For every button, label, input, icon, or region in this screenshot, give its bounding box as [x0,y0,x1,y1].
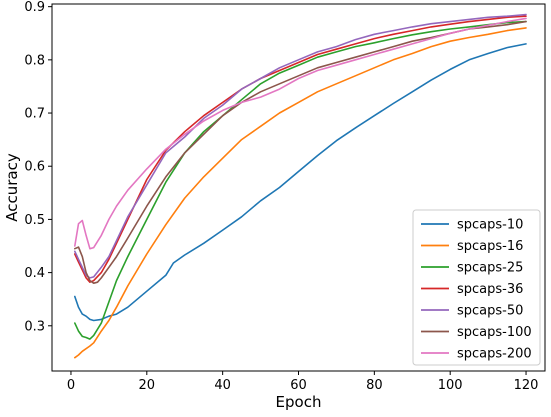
y-tick-label: 0.5 [24,213,45,228]
y-axis: 0.3 0.4 0.5 0.6 0.7 0.8 0.9 [24,0,52,334]
legend: spcaps-10 spcaps-16 spcaps-25 spcaps-36 spca… [412,209,541,366]
x-tick-label: 40 [214,378,231,393]
x-tick-label: 100 [438,378,463,393]
legend-label-spcaps-25: spcaps-25 [457,261,523,276]
x-tick-label: 0 [67,378,75,393]
x-tick-label: 20 [139,378,156,393]
series-line-spcaps-50 [74,13,527,279]
x-axis-label: Epoch [276,393,322,411]
x-axis: 0 20 40 60 80 100 120 [67,371,539,393]
x-tick-label: 120 [514,378,539,393]
series-line-spcaps-16 [74,27,527,359]
y-tick-label: 0.6 [24,160,45,175]
x-tick-label: 80 [366,378,383,393]
series-line-spcaps-10 [74,43,527,322]
legend-label-spcaps-200: spcaps-200 [457,347,532,362]
legend-box [412,209,541,366]
legend-label-spcaps-100: spcaps-100 [457,325,532,340]
y-axis-label: Accuracy [3,153,21,222]
legend-label-spcaps-36: spcaps-36 [457,282,523,297]
y-tick-label: 0.4 [24,266,45,281]
x-tick-label: 60 [290,378,307,393]
series-line-spcaps-200 [74,17,527,250]
legend-label-spcaps-10: spcaps-10 [457,218,523,233]
y-tick-label: 0.3 [24,319,45,334]
plot-area [74,13,527,359]
series-line-spcaps-100 [74,20,527,285]
legend-label-spcaps-50: spcaps-50 [457,304,523,319]
y-tick-label: 0.8 [24,53,45,68]
y-tick-label: 0.9 [24,0,45,15]
series-line-spcaps-25 [74,20,527,340]
legend-label-spcaps-16: spcaps-16 [457,239,523,254]
y-tick-label: 0.7 [24,107,45,122]
